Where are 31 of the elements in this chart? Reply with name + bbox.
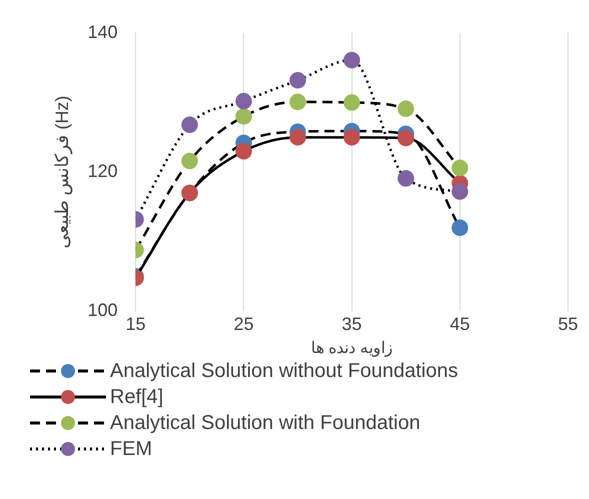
- point: [181, 152, 198, 170]
- x-tick-label: 15: [126, 314, 146, 334]
- y-axis-title: فرکانس طبیعی (Hz): [52, 96, 73, 249]
- x-tick-label: 45: [450, 314, 470, 334]
- point: [398, 100, 414, 118]
- point: [344, 52, 360, 68]
- y-tick-label: 100: [88, 300, 118, 320]
- point: [452, 160, 468, 176]
- point: [290, 72, 306, 89]
- point: [235, 92, 252, 110]
- point: [344, 94, 360, 111]
- point: [290, 94, 306, 110]
- x-tick-label: 35: [342, 314, 362, 334]
- point: [452, 219, 468, 236]
- x-axis-title: زاویه دنده ها: [310, 340, 393, 357]
- x-tick-label: 55: [558, 314, 578, 334]
- x-tick-label: 25: [234, 314, 254, 334]
- y-tick-label: 120: [88, 161, 118, 182]
- point: [452, 183, 468, 200]
- point: [344, 129, 360, 146]
- point: [181, 116, 198, 134]
- legend-label: Analytical Solution with Foundation: [110, 412, 420, 434]
- point: [235, 108, 252, 125]
- point: [235, 142, 252, 160]
- legend-label: FEM: [110, 438, 152, 460]
- legend-label: Ref[4]: [110, 386, 164, 408]
- point: [398, 170, 414, 187]
- point: [398, 130, 414, 146]
- legend-label: Analytical Solution without Foundations: [110, 360, 458, 382]
- point: [290, 129, 306, 146]
- y-tick-label: 140: [88, 22, 118, 42]
